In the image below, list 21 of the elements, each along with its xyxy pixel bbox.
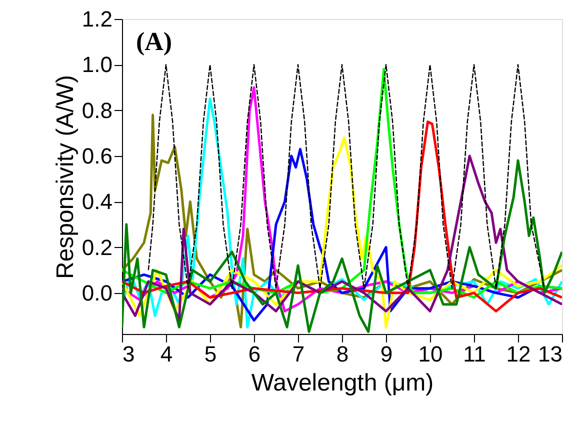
y-tick-label: 1.0: [82, 52, 112, 78]
annotation: (A): [136, 27, 172, 56]
y-tick-label: 0.2: [82, 234, 112, 260]
y-tick-label: 1.2: [82, 6, 112, 32]
x-tick-label: 9: [380, 342, 393, 366]
x-tick-label: 11: [463, 342, 486, 366]
x-tick-label: 13: [538, 342, 562, 366]
x-tick-label: 6: [248, 342, 261, 366]
y-axis-title: Responsivity (A/W): [52, 74, 79, 280]
x-tick-label: 8: [336, 342, 349, 366]
x-tick-label: 4: [160, 342, 173, 366]
x-tick-label: 3: [122, 342, 135, 366]
x-tick-label: 7: [292, 342, 305, 366]
x-axis-title: Wavelength (μm): [251, 370, 434, 396]
x-tick-label: 12: [506, 342, 531, 366]
y-tick-label: 0.6: [82, 143, 112, 168]
y-tick-label: 0.4: [82, 189, 112, 214]
x-tick-label: 5: [204, 342, 217, 366]
x-tick-label: 10: [418, 342, 443, 366]
y-tick-label: 0.8: [82, 98, 112, 123]
y-tick-label: 0.0: [82, 280, 112, 306]
